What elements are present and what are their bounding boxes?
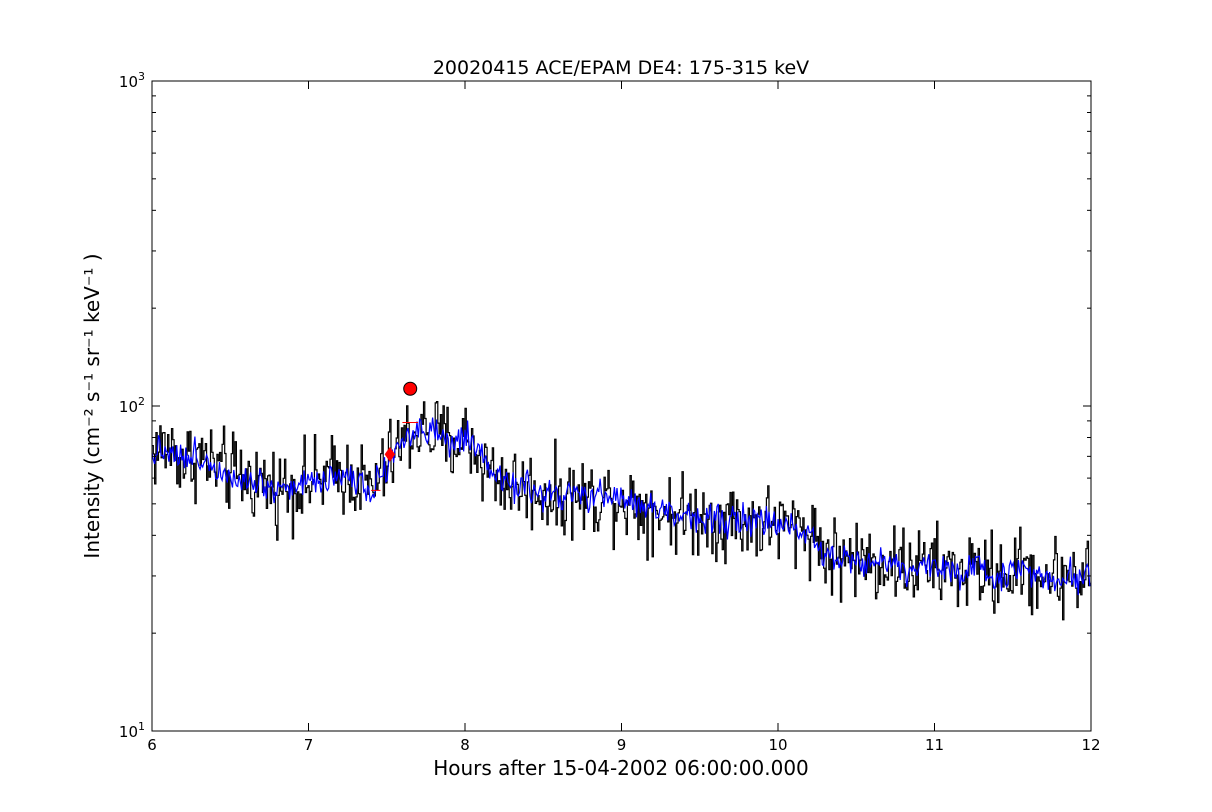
- marker-layer: [371, 381, 419, 491]
- x-tick-label: 10: [768, 736, 787, 754]
- x-tick-label: 12: [1081, 736, 1100, 754]
- x-axis-label: Hours after 15-04-2002 06:00:00.000: [433, 756, 809, 780]
- series-line-0: [152, 401, 1091, 621]
- x-tick-label: 11: [925, 736, 944, 754]
- marker-circle: [403, 381, 418, 396]
- tick-layer: 6 7 8 9 10 11 12 101 102 103: [119, 70, 1101, 754]
- series-layer: [151, 401, 1091, 621]
- y-tick-label: 102: [119, 395, 145, 416]
- x-tick-label: 6: [147, 736, 157, 754]
- series-line-1: [151, 417, 1091, 596]
- x-tick-label: 8: [460, 736, 470, 754]
- x-tick-label: 9: [617, 736, 627, 754]
- marker-diamond: [384, 446, 396, 462]
- y-tick-label: 103: [119, 70, 145, 91]
- chart-title: 20020415 ACE/EPAM DE4: 175-315 keV: [433, 57, 809, 79]
- y-axis-label: Intensity (cm⁻² s⁻¹ sr⁻¹ keV⁻¹ ): [80, 253, 104, 558]
- y-tick-label: 101: [119, 720, 145, 741]
- x-tick-label: 7: [304, 736, 314, 754]
